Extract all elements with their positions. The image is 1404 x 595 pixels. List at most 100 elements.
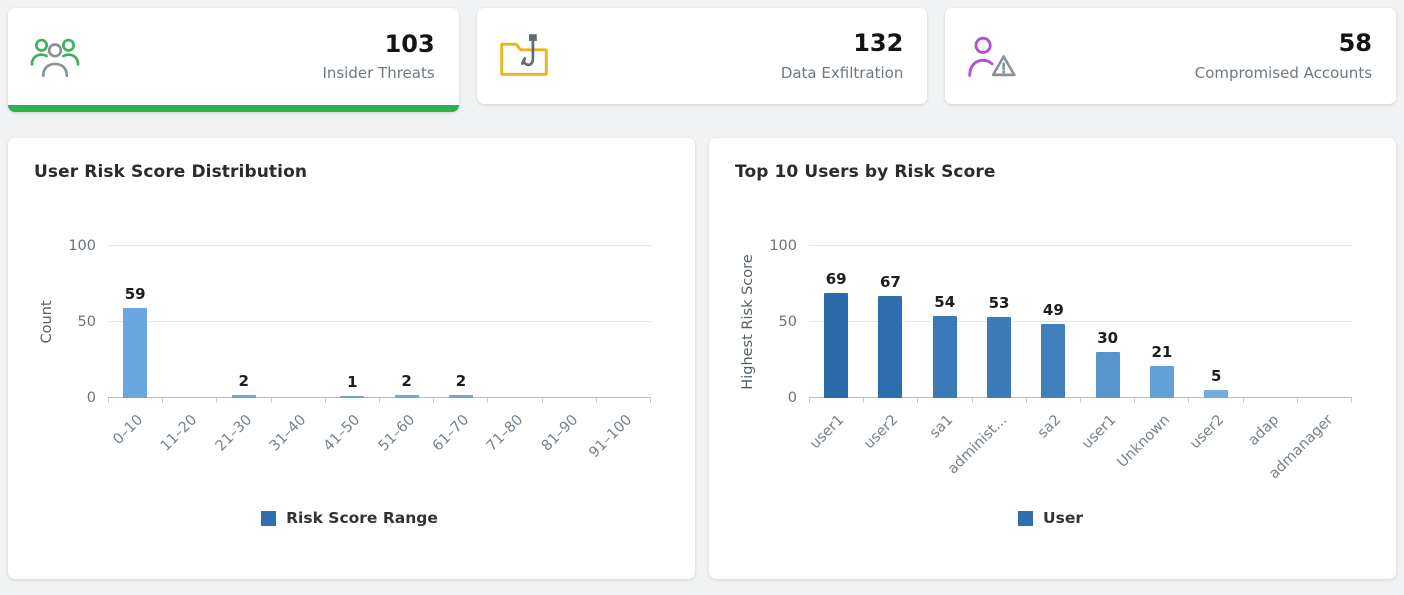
x-label-slot: 91–100 — [586, 405, 651, 487]
bar-value-label: 53 — [988, 294, 1010, 313]
y-tick-label: 0 — [787, 390, 797, 406]
x-tick — [109, 398, 164, 403]
x-label-slot: 21–30 — [213, 405, 271, 487]
gridlines — [108, 245, 651, 398]
x-tick-label: 51–60 — [375, 412, 418, 455]
phishing-folder-icon — [497, 32, 559, 81]
bar-slot-sa2[interactable]: 49 — [1026, 246, 1080, 398]
bar-user2[interactable]: 5 — [1204, 367, 1229, 398]
y-axis-title: Count — [39, 300, 55, 344]
kpi-meta: 132 Data Exfiltration — [780, 29, 904, 82]
bar-61–70[interactable]: 2 — [448, 372, 473, 398]
bar-slot-user1[interactable]: 69 — [809, 246, 863, 398]
bar-slot-administ...[interactable]: 53 — [972, 246, 1026, 398]
bar-administ...[interactable]: 53 — [987, 294, 1012, 398]
bar-sa2[interactable]: 49 — [1041, 301, 1066, 398]
kpi-label: Compromised Accounts — [1194, 63, 1373, 82]
bar-value-label: 59 — [124, 285, 146, 304]
insider-threats-group-icon — [28, 34, 90, 79]
gridline-50 — [108, 321, 651, 322]
x-tick — [543, 398, 597, 403]
plot-area: 69 67 54 53 49 30 21 5 — [809, 245, 1352, 398]
x-label-slot: user2 — [1187, 405, 1243, 487]
y-tick-label: 0 — [86, 390, 96, 406]
charts-row: User Risk Score Distribution Count 0 50 10… — [8, 138, 1396, 579]
bar-slot-admanager — [1298, 246, 1352, 398]
x-label-slot: 11–20 — [158, 405, 216, 487]
bar-21–30[interactable]: 2 — [231, 372, 256, 398]
legend[interactable]: User — [735, 509, 1366, 527]
bar-value-label: 30 — [1097, 329, 1119, 348]
gridline-100 — [809, 245, 1352, 246]
kpi-value: 132 — [853, 29, 904, 58]
bar-user2[interactable]: 67 — [878, 273, 903, 398]
bar-slot-adap — [1243, 246, 1297, 398]
bar-41–50[interactable]: 1 — [340, 373, 365, 398]
bar-slot-user2[interactable]: 5 — [1189, 246, 1243, 398]
x-tick — [597, 398, 652, 403]
bar-slot-user2[interactable]: 67 — [863, 246, 917, 398]
x-tick-label: user1 — [1078, 412, 1119, 453]
bar-slot-31–40 — [271, 246, 325, 398]
x-tick — [864, 398, 919, 403]
bar-sa1[interactable]: 54 — [932, 293, 957, 398]
y-tick-label: 100 — [68, 238, 96, 254]
x-label-slot: administ... — [945, 405, 1026, 487]
bar-slot-Unknown[interactable]: 21 — [1135, 246, 1189, 398]
x-tick-label: 0–10 — [110, 412, 147, 449]
compromised-user-warning-icon — [965, 32, 1027, 81]
y-axis-tick-labels: 0 50 100 — [60, 238, 108, 406]
x-tick — [1244, 398, 1298, 403]
x-tick — [973, 398, 1027, 403]
x-tick — [326, 398, 381, 403]
chart-area: Highest Risk Score 0 50 100 69 67 54 53 49 30 21… — [735, 238, 1366, 487]
kpi-label: Data Exfiltration — [780, 63, 904, 82]
x-tick — [1027, 398, 1082, 403]
bar-Unknown[interactable]: 21 — [1149, 343, 1174, 398]
x-tick — [918, 398, 973, 403]
bar-slot-41–50[interactable]: 1 — [325, 246, 379, 398]
bar-user1[interactable]: 30 — [1095, 329, 1120, 398]
kpi-row: 103 Insider Threats 132 Data Exfiltratio… — [8, 8, 1397, 112]
bar-slot-0–10[interactable]: 59 — [108, 246, 162, 398]
bar-slot-21–30[interactable]: 2 — [217, 246, 271, 398]
y-tick-label: 50 — [77, 314, 96, 330]
x-tick-label: 41–50 — [321, 412, 364, 455]
gridline-0 — [108, 397, 651, 398]
bar-slot-sa1[interactable]: 54 — [918, 246, 972, 398]
bar-slot-61–70[interactable]: 2 — [434, 246, 488, 398]
gridline-0 — [809, 397, 1352, 398]
x-tick — [434, 398, 489, 403]
gridline-50 — [809, 321, 1352, 322]
kpi-label: Insider Threats — [322, 64, 435, 83]
x-tick — [488, 398, 543, 403]
y-axis-tick-labels: 0 50 100 — [761, 238, 809, 406]
x-tick — [1298, 398, 1353, 403]
bar-slot-91–100 — [597, 246, 651, 398]
y-tick-label: 50 — [778, 314, 797, 330]
bar-slot-51–60[interactable]: 2 — [379, 246, 433, 398]
x-label-slot: 61–70 — [430, 405, 488, 487]
chart-card-top-users-by-risk-score: Top 10 Users by Risk Score Highest Risk … — [709, 138, 1396, 579]
kpi-meta: 58 Compromised Accounts — [1194, 30, 1373, 82]
bar-user1[interactable]: 69 — [824, 270, 849, 398]
x-tick-label: user1 — [807, 412, 848, 453]
bar-0–10[interactable]: 59 — [123, 285, 148, 398]
x-label-slot: admanager — [1266, 405, 1352, 487]
bar-slot-user1[interactable]: 30 — [1080, 246, 1134, 398]
x-label-slot: 41–50 — [321, 405, 379, 487]
bar-value-label: 5 — [1211, 367, 1222, 386]
x-axis-labels: 0–10 11–20 21–30 31–40 41–50 51–60 61–70 71–80 8… — [108, 405, 651, 487]
kpi-card-insider-threats[interactable]: 103 Insider Threats — [8, 8, 459, 112]
bar-51–60[interactable]: 2 — [394, 372, 419, 398]
gridlines — [809, 245, 1352, 398]
x-tick-label: user2 — [861, 412, 902, 453]
legend[interactable]: Risk Score Range — [34, 509, 665, 527]
x-tick — [1189, 398, 1244, 403]
bar-value-label: 49 — [1042, 300, 1064, 319]
kpi-card-compromised-accounts[interactable]: 58 Compromised Accounts — [945, 8, 1397, 104]
kpi-card-data-exfiltration[interactable]: 132 Data Exfiltration — [476, 8, 928, 104]
x-tick — [217, 398, 272, 403]
bar-series: 69 67 54 53 49 30 21 5 — [809, 246, 1352, 398]
